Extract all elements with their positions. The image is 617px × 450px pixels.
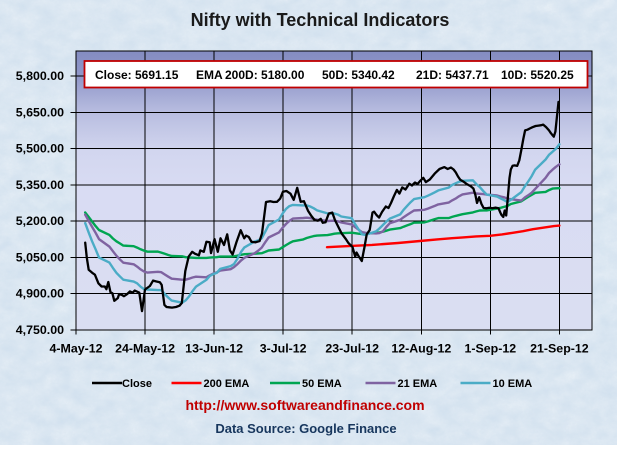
svg-text:5,500.00: 5,500.00 [16,142,64,156]
svg-text:23-Jul-12: 23-Jul-12 [325,342,379,356]
svg-text:200 EMA: 200 EMA [204,378,250,390]
svg-text:21-Sep-12: 21-Sep-12 [530,342,589,356]
svg-text:24-May-12: 24-May-12 [115,342,175,356]
svg-text:13-Jun-12: 13-Jun-12 [185,342,243,356]
svg-text:200D: 5180.00: 200D: 5180.00 [225,68,305,82]
svg-text:Close: Close [122,378,152,390]
svg-text:http://www.softwareandfinance.: http://www.softwareandfinance.com [185,397,424,413]
svg-text:5,650.00: 5,650.00 [16,105,64,119]
svg-text:Data Source: Google Finance: Data Source: Google Finance [215,421,396,436]
svg-text:5,350.00: 5,350.00 [16,178,64,192]
svg-text:5,200.00: 5,200.00 [16,214,64,228]
svg-text:EMA: EMA [196,68,223,82]
svg-text:4,750.00: 4,750.00 [16,323,64,337]
svg-text:1-Sep-12: 1-Sep-12 [465,342,517,356]
svg-text:21D: 5437.71: 21D: 5437.71 [416,68,489,82]
svg-text:21 EMA: 21 EMA [398,378,438,390]
svg-text:4-May-12: 4-May-12 [49,342,102,356]
svg-text:12-Aug-12: 12-Aug-12 [391,342,451,356]
svg-text:Close: 5691.15: Close: 5691.15 [95,68,179,82]
svg-text:Nifty with Technical Indicator: Nifty with Technical Indicators [191,10,450,30]
svg-text:50 EMA: 50 EMA [302,378,342,390]
svg-text:3-Jul-12: 3-Jul-12 [260,342,307,356]
svg-text:10 EMA: 10 EMA [493,378,533,390]
svg-text:10D: 5520.25: 10D: 5520.25 [501,68,574,82]
svg-text:5,050.00: 5,050.00 [16,250,64,264]
svg-text:50D: 5340.42: 50D: 5340.42 [322,68,395,82]
svg-text:5,800.00: 5,800.00 [16,69,64,83]
svg-text:4,900.00: 4,900.00 [16,287,64,301]
